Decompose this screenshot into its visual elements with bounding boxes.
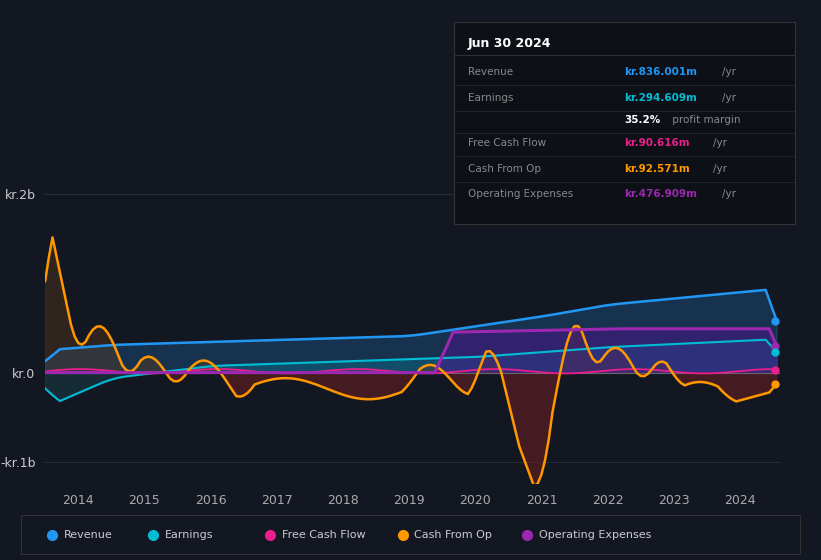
Text: /yr: /yr (722, 67, 736, 77)
Text: kr.90.616m: kr.90.616m (625, 138, 690, 148)
Text: kr.92.571m: kr.92.571m (625, 164, 690, 174)
Text: profit margin: profit margin (668, 115, 741, 125)
Text: /yr: /yr (722, 189, 736, 199)
Text: Free Cash Flow: Free Cash Flow (282, 530, 365, 540)
Text: Earnings: Earnings (165, 530, 213, 540)
Text: Jun 30 2024: Jun 30 2024 (468, 36, 551, 49)
Text: Revenue: Revenue (63, 530, 112, 540)
Text: Earnings: Earnings (468, 93, 513, 103)
Text: /yr: /yr (713, 164, 727, 174)
Text: kr.294.609m: kr.294.609m (625, 93, 697, 103)
Text: Cash From Op: Cash From Op (468, 164, 541, 174)
Text: Revenue: Revenue (468, 67, 513, 77)
Text: Cash From Op: Cash From Op (415, 530, 493, 540)
Text: Operating Expenses: Operating Expenses (468, 189, 573, 199)
Text: /yr: /yr (722, 93, 736, 103)
Text: kr.476.909m: kr.476.909m (625, 189, 697, 199)
Text: Free Cash Flow: Free Cash Flow (468, 138, 546, 148)
Text: Operating Expenses: Operating Expenses (539, 530, 652, 540)
Text: 35.2%: 35.2% (625, 115, 661, 125)
Text: kr.836.001m: kr.836.001m (625, 67, 697, 77)
Text: /yr: /yr (713, 138, 727, 148)
